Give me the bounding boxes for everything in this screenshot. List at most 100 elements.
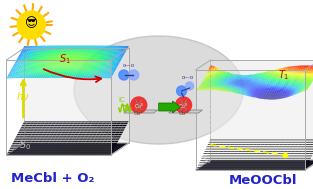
Polygon shape — [233, 90, 236, 91]
Polygon shape — [280, 83, 283, 84]
Polygon shape — [256, 94, 259, 95]
Polygon shape — [24, 53, 27, 54]
Polygon shape — [229, 146, 234, 147]
Polygon shape — [308, 77, 310, 78]
Polygon shape — [43, 72, 45, 73]
Polygon shape — [287, 96, 290, 97]
Polygon shape — [31, 62, 34, 63]
Polygon shape — [60, 77, 62, 78]
Polygon shape — [268, 85, 271, 86]
Polygon shape — [288, 66, 291, 67]
Polygon shape — [57, 132, 62, 133]
Polygon shape — [120, 130, 124, 131]
Polygon shape — [37, 67, 40, 68]
Polygon shape — [65, 58, 68, 59]
Polygon shape — [210, 72, 212, 74]
Polygon shape — [47, 56, 50, 57]
Polygon shape — [206, 88, 208, 89]
Polygon shape — [18, 70, 21, 71]
Polygon shape — [46, 65, 49, 66]
Polygon shape — [220, 74, 222, 75]
Polygon shape — [19, 77, 22, 78]
Polygon shape — [44, 69, 47, 70]
Polygon shape — [62, 46, 64, 47]
Polygon shape — [278, 71, 281, 72]
Polygon shape — [214, 89, 217, 90]
Polygon shape — [119, 52, 121, 53]
Polygon shape — [43, 132, 48, 133]
Polygon shape — [27, 75, 29, 76]
Polygon shape — [38, 55, 40, 56]
Polygon shape — [61, 152, 66, 153]
Polygon shape — [109, 123, 113, 124]
Polygon shape — [31, 74, 34, 75]
Polygon shape — [208, 70, 211, 71]
Polygon shape — [228, 84, 231, 85]
Polygon shape — [271, 93, 274, 94]
Polygon shape — [282, 82, 285, 84]
Polygon shape — [82, 54, 85, 55]
Polygon shape — [78, 75, 80, 76]
Polygon shape — [113, 54, 115, 55]
Polygon shape — [69, 75, 72, 76]
Polygon shape — [115, 54, 118, 55]
Polygon shape — [99, 72, 101, 73]
Polygon shape — [68, 139, 73, 140]
Polygon shape — [283, 87, 285, 88]
Polygon shape — [29, 55, 32, 56]
Polygon shape — [211, 86, 213, 87]
Polygon shape — [92, 148, 97, 149]
Polygon shape — [126, 47, 128, 48]
Polygon shape — [124, 49, 127, 50]
Polygon shape — [72, 61, 74, 62]
Polygon shape — [291, 80, 294, 81]
Polygon shape — [252, 96, 255, 97]
Polygon shape — [302, 80, 305, 81]
Polygon shape — [95, 150, 99, 151]
Polygon shape — [109, 61, 111, 62]
Polygon shape — [70, 46, 73, 47]
Polygon shape — [28, 69, 30, 70]
Polygon shape — [45, 67, 48, 68]
Polygon shape — [65, 145, 70, 146]
Polygon shape — [299, 73, 301, 74]
Polygon shape — [65, 54, 68, 55]
Polygon shape — [110, 141, 115, 142]
Polygon shape — [290, 94, 292, 95]
Polygon shape — [282, 92, 285, 93]
Polygon shape — [38, 141, 43, 142]
Polygon shape — [39, 52, 42, 53]
Polygon shape — [30, 50, 33, 51]
Polygon shape — [224, 83, 227, 84]
Polygon shape — [283, 73, 286, 75]
Polygon shape — [84, 63, 86, 64]
Polygon shape — [88, 63, 90, 64]
Polygon shape — [105, 60, 108, 61]
Polygon shape — [80, 50, 83, 51]
Polygon shape — [91, 73, 94, 74]
Polygon shape — [66, 73, 69, 74]
Polygon shape — [22, 68, 24, 69]
Polygon shape — [307, 82, 310, 83]
Polygon shape — [257, 86, 259, 87]
Polygon shape — [248, 80, 250, 81]
Polygon shape — [238, 82, 240, 83]
Polygon shape — [56, 129, 60, 130]
Polygon shape — [259, 85, 262, 86]
Polygon shape — [94, 61, 96, 62]
Circle shape — [131, 97, 147, 113]
Polygon shape — [125, 48, 128, 49]
Polygon shape — [104, 74, 107, 75]
Polygon shape — [233, 77, 236, 78]
Polygon shape — [217, 79, 219, 81]
Polygon shape — [115, 132, 120, 133]
Polygon shape — [51, 72, 54, 73]
Polygon shape — [94, 68, 97, 69]
Polygon shape — [105, 52, 108, 53]
Polygon shape — [29, 52, 31, 53]
Polygon shape — [285, 87, 287, 88]
Polygon shape — [306, 81, 309, 82]
Polygon shape — [73, 55, 76, 56]
Polygon shape — [88, 71, 91, 72]
Polygon shape — [288, 96, 290, 97]
